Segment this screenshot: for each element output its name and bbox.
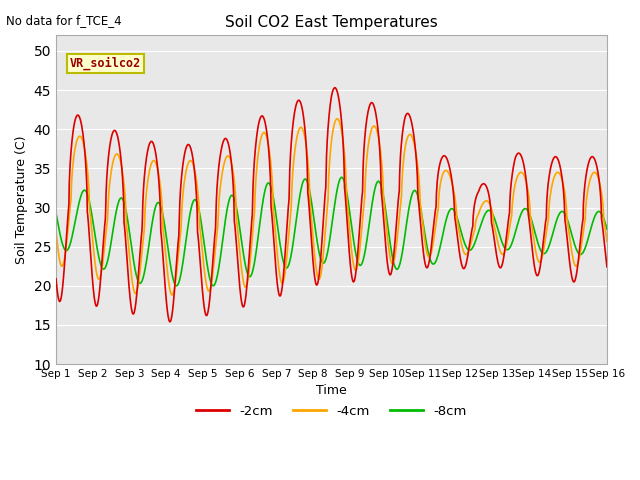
Legend: -2cm, -4cm, -8cm: -2cm, -4cm, -8cm xyxy=(191,400,472,423)
Y-axis label: Soil Temperature (C): Soil Temperature (C) xyxy=(15,135,28,264)
Title: Soil CO2 East Temperatures: Soil CO2 East Temperatures xyxy=(225,15,438,30)
Text: VR_soilco2: VR_soilco2 xyxy=(70,57,141,70)
X-axis label: Time: Time xyxy=(316,384,347,397)
Text: No data for f_TCE_4: No data for f_TCE_4 xyxy=(6,14,122,27)
